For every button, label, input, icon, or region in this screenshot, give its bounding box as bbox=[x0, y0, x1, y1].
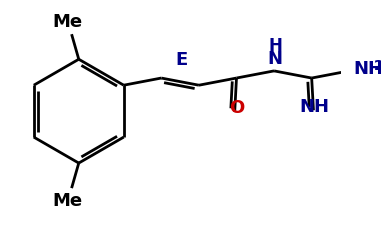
Text: H: H bbox=[268, 37, 282, 55]
Text: Me: Me bbox=[52, 192, 82, 210]
Text: N: N bbox=[267, 50, 282, 68]
Text: E: E bbox=[176, 51, 188, 69]
Text: O: O bbox=[229, 99, 244, 117]
Text: Me: Me bbox=[52, 13, 82, 31]
Text: 2: 2 bbox=[373, 59, 381, 72]
Text: NH: NH bbox=[354, 60, 381, 78]
Text: NH: NH bbox=[299, 98, 329, 116]
